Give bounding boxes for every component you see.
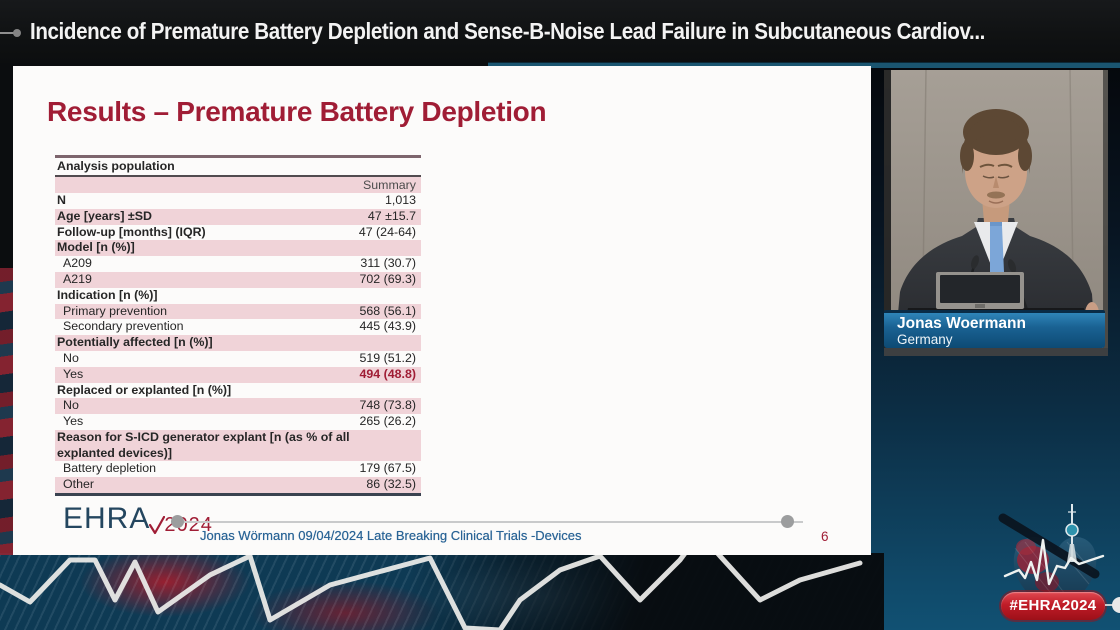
table-row: Yes 494 (48.8) <box>55 366 421 383</box>
speaker-name: Jonas Woermann <box>897 315 1026 332</box>
row-label: N <box>57 193 66 207</box>
row-value: 445 (43.9) <box>359 319 416 334</box>
page-number: 6 <box>821 529 829 544</box>
badge-connector-line <box>1105 604 1113 606</box>
timeline-marker-icon <box>0 32 15 34</box>
slide-progress-line <box>175 521 803 523</box>
decorative-footer-art <box>0 553 884 630</box>
table-row: Secondary prevention 445 (43.9) <box>55 319 421 335</box>
row-label: A219 <box>63 271 92 286</box>
row-value <box>416 240 421 256</box>
row-value <box>416 335 421 351</box>
video-title: Incidence of Premature Battery Depletion… <box>30 18 985 45</box>
table-row: N 1,013 <box>55 193 421 209</box>
logo-swoosh-icon <box>149 516 166 535</box>
row-value <box>363 430 368 462</box>
row-label: No <box>63 350 79 365</box>
row-value: 265 (26.2) <box>359 414 416 429</box>
row-value: 494 (48.8) <box>359 366 416 381</box>
table-row: No 519 (51.2) <box>55 351 421 367</box>
row-label: Follow-up [months] (IQR) <box>57 224 206 239</box>
speaker-name-banner: Jonas Woermann Germany <box>884 310 1105 348</box>
row-value <box>416 288 421 304</box>
row-label: Age [years] ±SD <box>57 208 152 223</box>
table-row: Primary prevention 568 (56.1) <box>55 303 421 320</box>
logo-ehra-text: EHRA <box>63 502 151 535</box>
table-row: Replaced or explanted [n (%)] <box>55 383 421 399</box>
row-value: 519 (51.2) <box>359 350 416 365</box>
row-label: Potentially affected [n (%)] <box>57 335 213 350</box>
table-row: Potentially affected [n (%)] <box>55 335 421 351</box>
row-value <box>416 383 421 399</box>
table-row: Age [years] ±SD 47 ±15.7 <box>55 208 421 225</box>
row-value: 47 (24-64) <box>358 224 416 239</box>
ecg-line-icon <box>0 553 863 630</box>
tv-tower-icon <box>1065 504 1079 562</box>
row-label: Replaced or explanted [n (%)] <box>57 382 232 397</box>
title-bar: Incidence of Premature Battery Depletion… <box>0 0 1120 63</box>
row-value: 179 (67.5) <box>359 461 416 476</box>
table-row: Battery depletion 179 (67.5) <box>55 461 421 477</box>
progress-dot <box>171 515 184 528</box>
ehra-2024-logo: EHRA 2024 <box>63 504 213 536</box>
ecg-line-icon <box>1003 538 1105 586</box>
speaker-scene <box>884 70 1108 356</box>
table-row: No 748 (73.8) <box>55 398 421 415</box>
slide-footer-credit: Jonas Wörmann 09/04/2024 Late Breaking C… <box>200 528 582 543</box>
row-label: Primary prevention <box>63 303 167 318</box>
analysis-population-table: Analysis population Summary N 1,013 Age … <box>55 155 421 497</box>
row-value: 568 (56.1) <box>359 303 416 318</box>
row-value: 748 (73.8) <box>359 398 416 413</box>
hashtag-badge: #EHRA2024 <box>1001 592 1105 620</box>
edge-dot-icon <box>1112 597 1120 613</box>
row-label: Model [n (%)] <box>57 240 135 255</box>
row-value: 86 (32.5) <box>366 477 416 492</box>
table-row: Indication [n (%)] <box>55 288 421 304</box>
speaker-video: Jonas Woermann Germany <box>884 70 1108 356</box>
row-label: Secondary prevention <box>63 319 184 334</box>
speaker-country: Germany <box>897 332 953 347</box>
row-label: Yes <box>63 366 84 381</box>
decorative-left-art <box>0 268 13 555</box>
row-value: 702 (69.3) <box>359 271 416 286</box>
table-row: A209 311 (30.7) <box>55 256 421 272</box>
video-bottom-bar <box>884 348 1108 356</box>
table-row: Yes 265 (26.2) <box>55 414 421 430</box>
table-row: Model [n (%)] <box>55 240 421 257</box>
table-row: Reason for S-ICD generator explant [n (a… <box>55 429 421 462</box>
slide-title: Results – Premature Battery Depletion <box>47 96 547 127</box>
row-label: Reason for S-ICD generator explant [n (a… <box>57 429 350 460</box>
row-value: 1,013 <box>384 193 416 207</box>
row-value: 311 (30.7) <box>360 256 416 271</box>
table-row: Other 86 (32.5) <box>55 477 421 494</box>
table-header: Analysis population <box>55 155 421 177</box>
progress-dot <box>781 515 794 528</box>
slide: Results – Premature Battery Depletion An… <box>13 66 871 555</box>
row-label: Yes <box>63 414 84 429</box>
divider-line <box>488 62 1120 68</box>
column-header-summary: Summary <box>55 177 421 193</box>
podium-monitor <box>936 272 1024 309</box>
table-row: Follow-up [months] (IQR) 47 (24-64) <box>55 225 421 241</box>
row-label: A209 <box>63 256 92 271</box>
table-row: A219 702 (69.3) <box>55 271 421 288</box>
row-label: Battery depletion <box>63 461 156 476</box>
row-label: No <box>63 398 79 413</box>
row-value: 47 ±15.7 <box>367 208 416 223</box>
timeline-dot-icon <box>13 29 21 37</box>
row-label: Indication [n (%)] <box>57 287 158 302</box>
row-label: Other <box>63 477 94 492</box>
